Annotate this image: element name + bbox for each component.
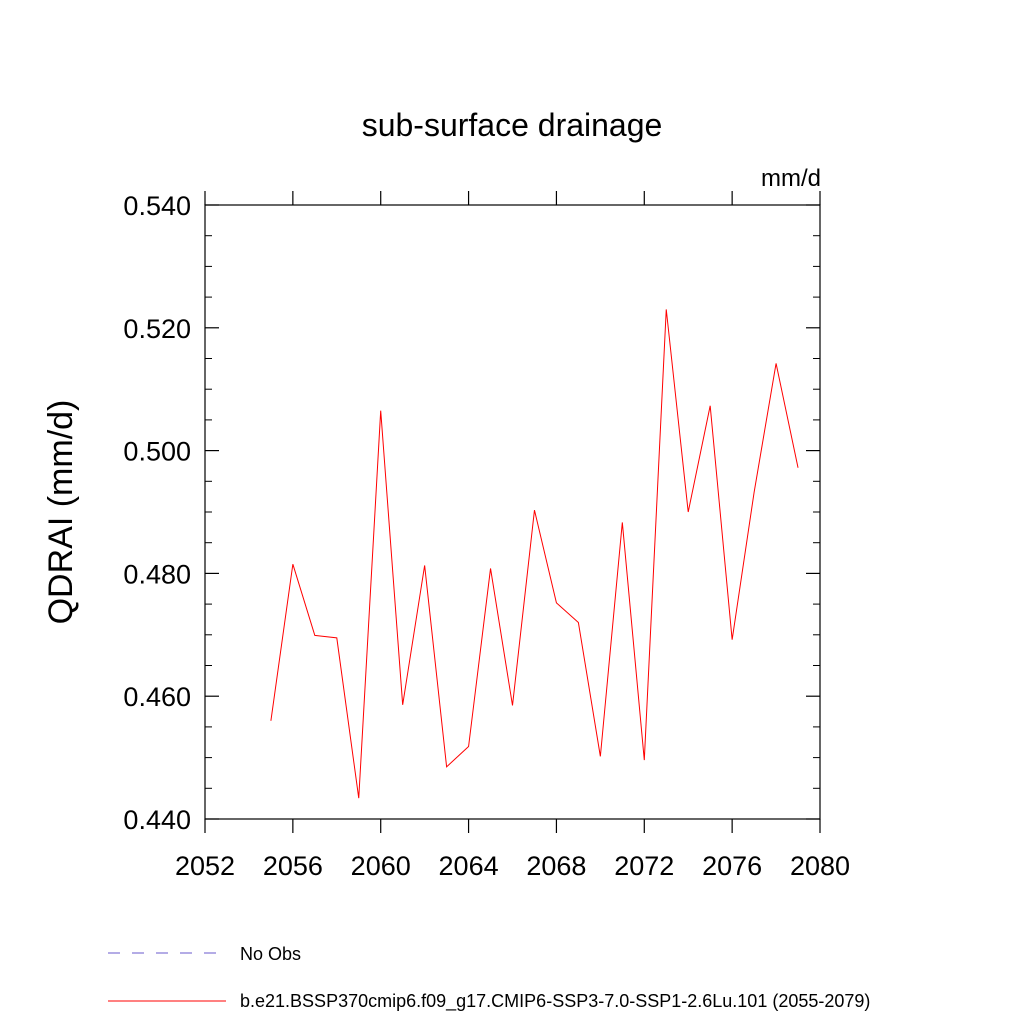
axis-ticks (204, 191, 821, 833)
legend: No Obs b.e21.BSSP370cmip6.f09_g17.CMIP6-… (108, 944, 870, 1012)
x-tick-labels: 2052 2056 2060 2064 2068 2072 2076 2080 (175, 851, 850, 881)
x-tick-label: 2060 (351, 851, 411, 881)
y-tick-label: 0.540 (123, 191, 191, 221)
x-tick-label: 2072 (614, 851, 674, 881)
series-line (270, 309, 799, 799)
legend-label-series: b.e21.BSSP370cmip6.f09_g17.CMIP6-SSP3-7.… (240, 991, 870, 1012)
y-tick-label: 0.460 (123, 682, 191, 712)
y-axis-label: QDRAI (mm/d) (42, 400, 80, 625)
y-tick-label: 0.480 (123, 559, 191, 589)
x-tick-label: 2056 (263, 851, 323, 881)
y-tick-label: 0.500 (123, 437, 191, 467)
x-tick-label: 2080 (790, 851, 850, 881)
legend-label-no-obs: No Obs (240, 944, 301, 964)
x-tick-label: 2068 (526, 851, 586, 881)
series-layer (270, 309, 799, 799)
plot-frame (204, 204, 821, 820)
y-tick-label: 0.440 (123, 805, 191, 835)
x-tick-label: 2052 (175, 851, 235, 881)
chart-title: sub-surface drainage (362, 107, 663, 143)
units-label: mm/d (761, 165, 821, 192)
y-tick-labels: 0.440 0.460 0.480 0.500 0.520 0.540 (123, 191, 191, 835)
x-tick-label: 2076 (702, 851, 762, 881)
y-tick-label: 0.520 (123, 314, 191, 344)
x-tick-label: 2064 (439, 851, 499, 881)
